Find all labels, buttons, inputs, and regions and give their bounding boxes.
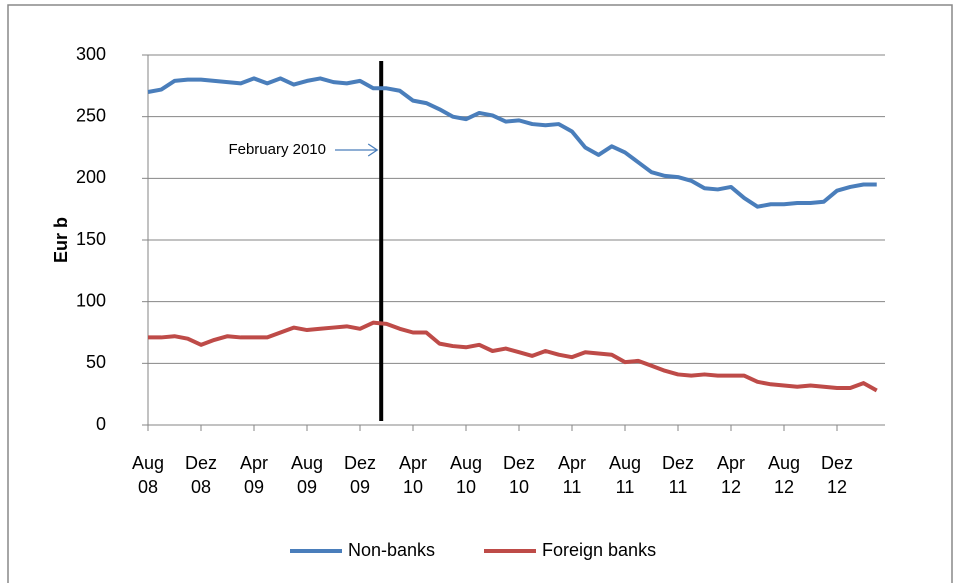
y-axis-label: Eur b [51,217,71,263]
x-tick-label: Aug 10 [449,453,483,497]
series-line [148,320,878,393]
x-tick-label: Dez 12 [820,453,853,497]
legend-label: Non-banks [348,540,435,560]
x-tick-label: Dez 10 [502,453,535,497]
y-tick-label: 200 [76,167,106,187]
x-tick-label: Aug 09 [290,453,324,497]
x-tick-label: Aug 08 [131,453,165,497]
chart-frame [7,4,953,583]
x-tick-label: Apr 10 [398,453,427,497]
x-tick-label: Aug 11 [608,453,642,497]
x-tick-label: Dez 11 [661,453,694,497]
y-tick-label: 100 [76,290,106,310]
x-tick-label: Dez 09 [343,453,376,497]
annotation-arrow [335,143,379,157]
x-tick-label: Apr 09 [239,453,268,497]
series-line [147,76,877,209]
y-tick-label: 0 [96,414,106,434]
annotation-label: February 2010 [228,141,326,158]
y-tick-label: 300 [76,44,106,64]
x-tick-label: Aug 12 [767,453,801,497]
y-tick-label: 150 [76,229,106,249]
x-tick-label: Dez 08 [184,453,217,497]
y-tick-label: 50 [86,352,106,372]
legend-label: Foreign banks [542,540,656,560]
x-tick-label: Apr 11 [557,453,586,497]
x-tick-label: Apr 12 [716,453,745,497]
y-tick-label: 250 [76,105,106,125]
